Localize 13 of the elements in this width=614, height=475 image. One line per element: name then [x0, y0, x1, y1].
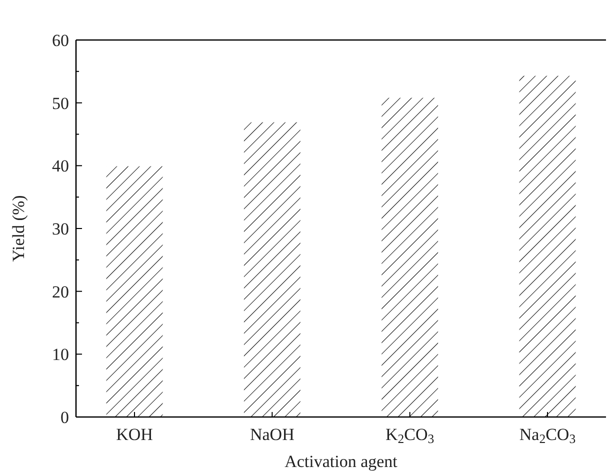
x-tick-label: K$_{2}$CO$_{3}$ — [386, 425, 434, 446]
y-tick-label: 10 — [52, 345, 69, 364]
y-tick-label: 60 — [52, 30, 69, 50]
y-tick-label: 0 — [60, 408, 69, 427]
y-tick-label: 40 — [52, 156, 69, 176]
x-tick-label: KOH — [116, 425, 153, 444]
y-tick-label: 20 — [52, 282, 69, 302]
y-tick-label: 50 — [52, 94, 69, 113]
y-axis-title: Yield (%) — [9, 195, 28, 262]
x-axis-title: Activation agent — [284, 452, 398, 471]
x-tick-label: Na$_{2}$CO$_{3}$ — [519, 425, 576, 446]
y-tick-label: 30 — [52, 219, 69, 238]
x-tick-label: NaOH — [250, 425, 294, 444]
